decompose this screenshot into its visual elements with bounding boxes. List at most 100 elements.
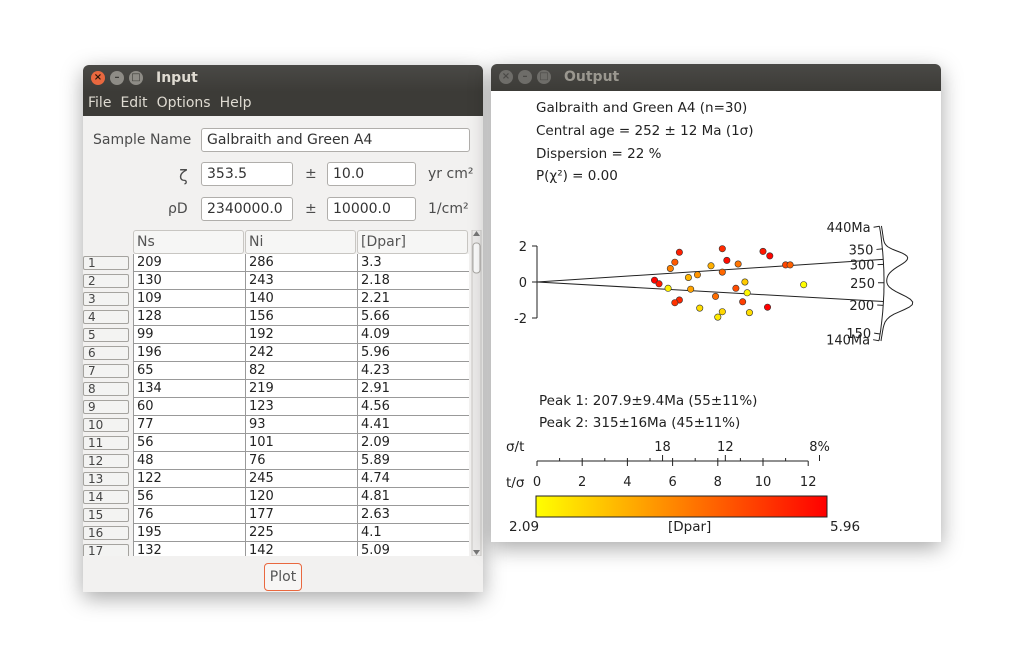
table-row[interactable]: 9 60 123 4.56 bbox=[83, 398, 469, 416]
table-row[interactable]: 5 99 192 4.09 bbox=[83, 326, 469, 344]
row-header[interactable]: 11 bbox=[83, 436, 129, 450]
row-header[interactable]: 5 bbox=[83, 328, 129, 342]
table-cell[interactable]: 2.21 bbox=[357, 290, 469, 308]
table-cell[interactable]: 56 bbox=[133, 488, 245, 506]
zeta-error-field[interactable]: 10.0 bbox=[327, 162, 416, 186]
table-cell[interactable]: 192 bbox=[245, 326, 357, 344]
table-cell[interactable]: 101 bbox=[245, 434, 357, 452]
row-header[interactable]: 9 bbox=[83, 400, 129, 414]
table-cell[interactable]: 196 bbox=[133, 344, 245, 362]
table-cell[interactable]: 123 bbox=[245, 398, 357, 416]
row-header[interactable]: 10 bbox=[83, 418, 129, 432]
maximize-icon[interactable]: □ bbox=[129, 71, 143, 85]
column-header-dpar[interactable]: [Dpar] bbox=[357, 230, 468, 254]
table-row[interactable]: 8 134 219 2.91 bbox=[83, 380, 469, 398]
row-header[interactable]: 4 bbox=[83, 310, 129, 324]
table-cell[interactable]: 128 bbox=[133, 308, 245, 326]
table-cell[interactable]: 4.23 bbox=[357, 362, 469, 380]
table-cell[interactable]: 177 bbox=[245, 506, 357, 524]
table-cell[interactable]: 109 bbox=[133, 290, 245, 308]
table-row[interactable]: 12 48 76 5.89 bbox=[83, 452, 469, 470]
output-titlebar[interactable]: × – □ Output bbox=[491, 64, 941, 91]
input-titlebar[interactable]: × – □ Input bbox=[83, 65, 483, 92]
table-cell[interactable]: 130 bbox=[133, 272, 245, 290]
table-row[interactable]: 10 77 93 4.41 bbox=[83, 416, 469, 434]
table-cell[interactable]: 243 bbox=[245, 272, 357, 290]
table-row[interactable]: 1 209 286 3.3 bbox=[83, 254, 469, 272]
table-cell[interactable]: 76 bbox=[133, 506, 245, 524]
row-header[interactable]: 3 bbox=[83, 292, 129, 306]
table-cell[interactable]: 245 bbox=[245, 470, 357, 488]
table-cell[interactable]: 65 bbox=[133, 362, 245, 380]
table-cell[interactable]: 219 bbox=[245, 380, 357, 398]
row-header[interactable]: 2 bbox=[83, 274, 129, 288]
table-cell[interactable]: 209 bbox=[133, 254, 245, 272]
table-row[interactable]: 4 128 156 5.66 bbox=[83, 308, 469, 326]
row-header[interactable]: 17 bbox=[83, 544, 129, 556]
table-cell[interactable]: 286 bbox=[245, 254, 357, 272]
table-cell[interactable]: 82 bbox=[245, 362, 357, 380]
menu-file[interactable]: File bbox=[88, 95, 112, 111]
table-cell[interactable]: 120 bbox=[245, 488, 357, 506]
plot-button[interactable]: Plot bbox=[264, 563, 302, 591]
minimize-icon[interactable]: – bbox=[110, 71, 124, 85]
rhod-field[interactable]: 2340000.0 bbox=[201, 197, 293, 221]
table-cell[interactable]: 2.18 bbox=[357, 272, 469, 290]
table-cell[interactable]: 4.74 bbox=[357, 470, 469, 488]
sample-name-field[interactable]: Galbraith and Green A4 bbox=[201, 128, 470, 152]
table-cell[interactable]: 5.96 bbox=[357, 344, 469, 362]
table-row[interactable]: 7 65 82 4.23 bbox=[83, 362, 469, 380]
table-cell[interactable]: 5.09 bbox=[357, 542, 469, 556]
table-cell[interactable]: 132 bbox=[133, 542, 245, 556]
table-cell[interactable]: 2.63 bbox=[357, 506, 469, 524]
row-header[interactable]: 7 bbox=[83, 364, 129, 378]
table-cell[interactable]: 56 bbox=[133, 434, 245, 452]
table-cell[interactable]: 195 bbox=[133, 524, 245, 542]
table-scrollbar[interactable] bbox=[471, 230, 482, 556]
table-cell[interactable]: 77 bbox=[133, 416, 245, 434]
table-cell[interactable]: 48 bbox=[133, 452, 245, 470]
table-row[interactable]: 15 76 177 2.63 bbox=[83, 506, 469, 524]
row-header[interactable]: 8 bbox=[83, 382, 129, 396]
table-cell[interactable]: 4.09 bbox=[357, 326, 469, 344]
table-cell[interactable]: 225 bbox=[245, 524, 357, 542]
table-cell[interactable]: 140 bbox=[245, 290, 357, 308]
table-cell[interactable]: 99 bbox=[133, 326, 245, 344]
table-row[interactable]: 2 130 243 2.18 bbox=[83, 272, 469, 290]
menu-edit[interactable]: Edit bbox=[120, 95, 148, 111]
column-header-ns[interactable]: Ns bbox=[133, 230, 244, 254]
table-row[interactable]: 11 56 101 2.09 bbox=[83, 434, 469, 452]
row-header[interactable]: 1 bbox=[83, 256, 129, 270]
column-header-ni[interactable]: Ni bbox=[245, 230, 356, 254]
table-cell[interactable]: 2.09 bbox=[357, 434, 469, 452]
close-icon[interactable]: × bbox=[499, 70, 513, 84]
table-cell[interactable]: 93 bbox=[245, 416, 357, 434]
table-cell[interactable]: 122 bbox=[133, 470, 245, 488]
table-cell[interactable]: 76 bbox=[245, 452, 357, 470]
row-header[interactable]: 14 bbox=[83, 490, 129, 504]
table-cell[interactable]: 3.3 bbox=[357, 254, 469, 272]
table-cell[interactable]: 4.1 bbox=[357, 524, 469, 542]
minimize-icon[interactable]: – bbox=[518, 70, 532, 84]
table-row[interactable]: 16 195 225 4.1 bbox=[83, 524, 469, 542]
table-cell[interactable]: 134 bbox=[133, 380, 245, 398]
table-cell[interactable]: 60 bbox=[133, 398, 245, 416]
row-header[interactable]: 15 bbox=[83, 508, 129, 522]
menu-help[interactable]: Help bbox=[219, 95, 252, 111]
table-cell[interactable]: 142 bbox=[245, 542, 357, 556]
table-cell[interactable]: 5.89 bbox=[357, 452, 469, 470]
table-cell[interactable]: 4.81 bbox=[357, 488, 469, 506]
rhod-error-field[interactable]: 10000.0 bbox=[327, 197, 416, 221]
table-cell[interactable]: 4.56 bbox=[357, 398, 469, 416]
table-row[interactable]: 6 196 242 5.96 bbox=[83, 344, 469, 362]
table-cell[interactable]: 156 bbox=[245, 308, 357, 326]
row-header[interactable]: 16 bbox=[83, 526, 129, 540]
table-row[interactable]: 17 132 142 5.09 bbox=[83, 542, 469, 556]
table-cell[interactable]: 5.66 bbox=[357, 308, 469, 326]
row-header[interactable]: 6 bbox=[83, 346, 129, 360]
close-icon[interactable]: × bbox=[91, 71, 105, 85]
table-cell[interactable]: 4.41 bbox=[357, 416, 469, 434]
zeta-field[interactable]: 353.5 bbox=[201, 162, 293, 186]
table-cell[interactable]: 2.91 bbox=[357, 380, 469, 398]
maximize-icon[interactable]: □ bbox=[537, 70, 551, 84]
